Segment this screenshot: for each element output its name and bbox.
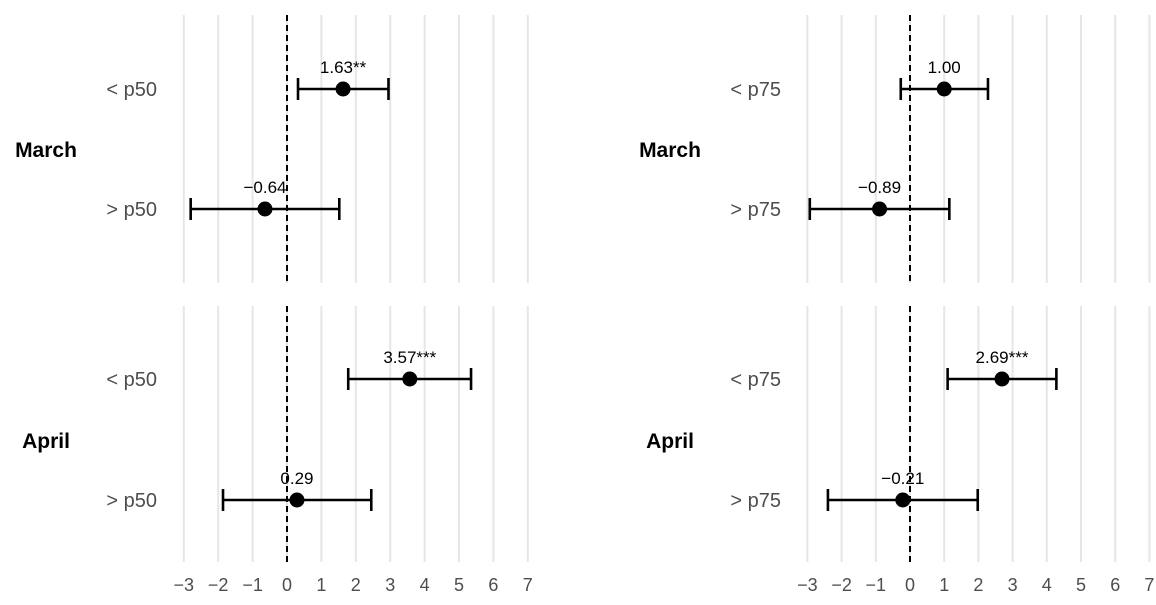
x-tick-label: −2 [831, 575, 852, 595]
x-tick-label: 1 [939, 575, 949, 595]
data-label: 1.63** [320, 58, 367, 77]
x-tick-label: 5 [454, 575, 464, 595]
x-tick-label: 5 [1076, 575, 1086, 595]
x-tick-label: 3 [385, 575, 395, 595]
facet-label: March [639, 139, 701, 162]
data-label: −0.21 [881, 469, 924, 488]
facet-label: April [22, 430, 70, 453]
data-label: −0.64 [243, 178, 286, 197]
y-tick-label: > p50 [106, 490, 157, 512]
x-tick-label: 7 [523, 575, 533, 595]
x-tick-label: 7 [1144, 575, 1154, 595]
x-tick-label: −3 [174, 575, 195, 595]
data-label: 1.00 [928, 58, 961, 77]
x-tick-label: −1 [866, 575, 887, 595]
x-tick-label: 0 [905, 575, 915, 595]
y-tick-label: > p75 [730, 199, 781, 221]
x-tick-label: −3 [797, 575, 818, 595]
y-tick-label: < p75 [730, 79, 781, 101]
point-estimate [289, 492, 305, 508]
x-tick-label: 3 [1008, 575, 1018, 595]
data-label: 2.69*** [976, 348, 1029, 367]
data-label: 3.57*** [383, 348, 436, 367]
y-tick-label: < p75 [730, 369, 781, 391]
x-tick-label: 1 [316, 575, 326, 595]
point-estimate [936, 81, 952, 97]
point-estimate [402, 371, 418, 387]
facet-label: April [646, 430, 694, 453]
x-tick-label: 4 [1042, 575, 1052, 595]
y-tick-label: > p75 [730, 490, 781, 512]
y-tick-label: > p50 [106, 199, 157, 221]
x-tick-label: 2 [351, 575, 361, 595]
data-label: 0.29 [280, 469, 313, 488]
point-estimate [872, 201, 888, 217]
x-tick-label: 6 [1110, 575, 1120, 595]
data-label: −0.89 [858, 178, 901, 197]
y-tick-label: < p50 [106, 79, 157, 101]
x-tick-label: 6 [488, 575, 498, 595]
x-tick-label: 2 [973, 575, 983, 595]
y-tick-label: < p50 [106, 369, 157, 391]
point-estimate [335, 81, 351, 97]
point-estimate [994, 371, 1010, 387]
facet-label: March [15, 139, 77, 162]
point-estimate [895, 492, 911, 508]
x-tick-label: −1 [242, 575, 263, 595]
x-tick-label: 0 [282, 575, 292, 595]
point-estimate [257, 201, 273, 217]
x-tick-label: 4 [420, 575, 430, 595]
x-tick-label: −2 [208, 575, 229, 595]
